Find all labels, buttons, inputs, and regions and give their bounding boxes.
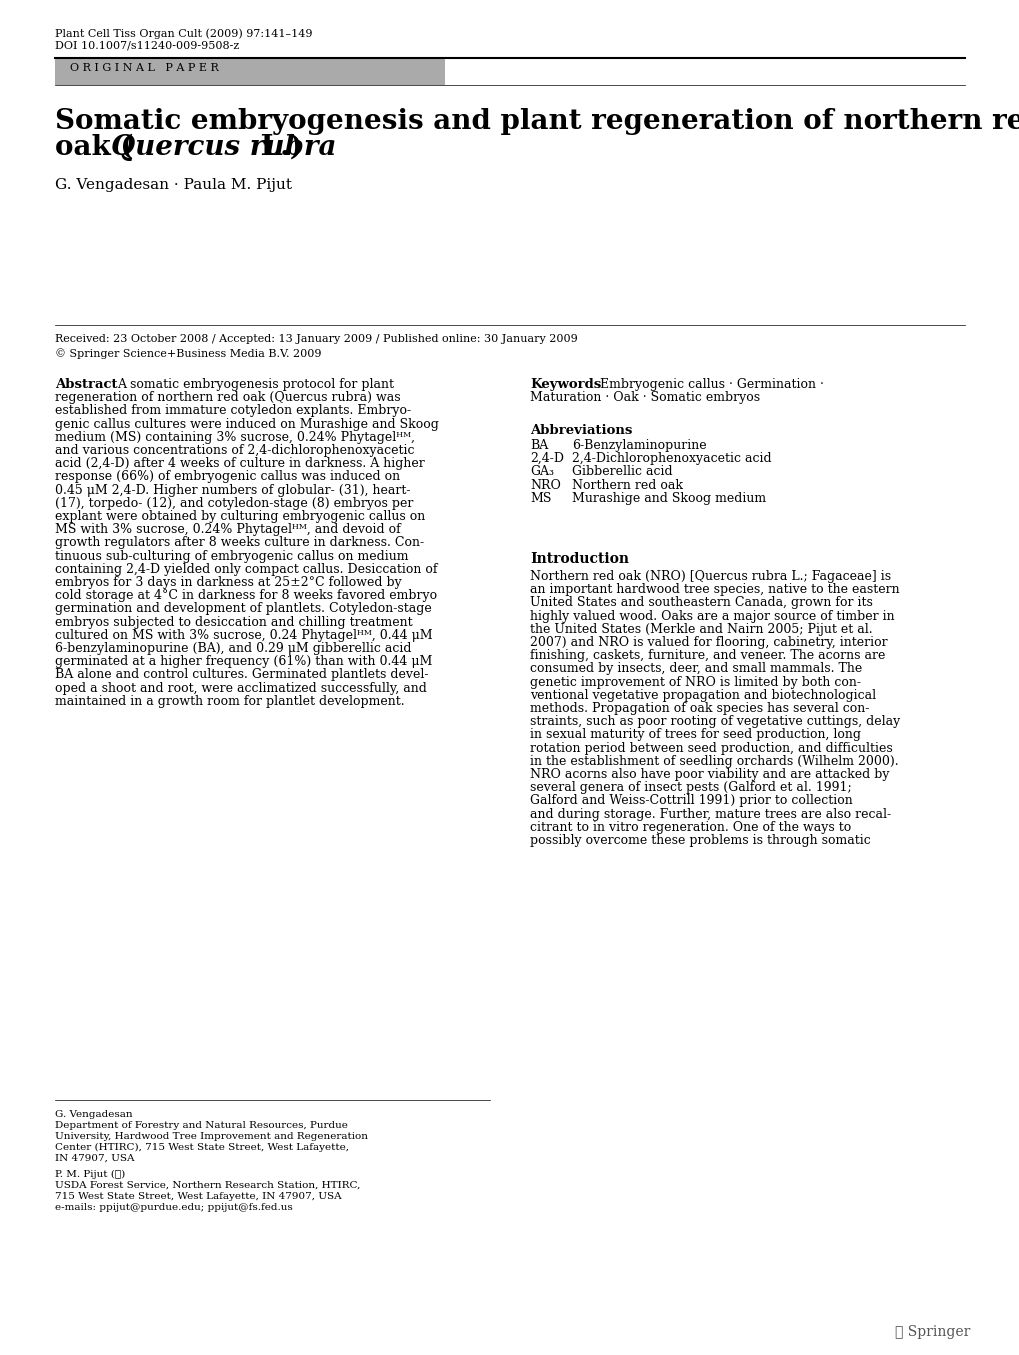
Text: embryos for 3 days in darkness at 25±2°C followed by: embryos for 3 days in darkness at 25±2°C… [55,576,401,589]
Text: cold storage at 4°C in darkness for 8 weeks favored embryo: cold storage at 4°C in darkness for 8 we… [55,589,437,602]
Text: Received: 23 October 2008 / Accepted: 13 January 2009 / Published online: 30 Jan: Received: 23 October 2008 / Accepted: 13… [55,333,577,344]
Text: Gibberellic acid: Gibberellic acid [572,465,672,478]
Text: P. M. Pijut (✉): P. M. Pijut (✉) [55,1169,125,1179]
Text: in the establishment of seedling orchards (Wilhelm 2000).: in the establishment of seedling orchard… [530,755,898,768]
Text: oped a shoot and root, were acclimatized successfully, and: oped a shoot and root, were acclimatized… [55,682,427,695]
Text: oak (: oak ( [55,134,133,161]
Text: 0.45 μM 2,4-D. Higher numbers of globular- (31), heart-: 0.45 μM 2,4-D. Higher numbers of globula… [55,484,410,496]
Text: acid (2,4-D) after 4 weeks of culture in darkness. A higher: acid (2,4-D) after 4 weeks of culture in… [55,457,424,470]
Text: 715 West State Street, West Lafayette, IN 47907, USA: 715 West State Street, West Lafayette, I… [55,1192,341,1201]
Text: 6-benzylaminopurine (BA), and 0.29 μM gibberellic acid: 6-benzylaminopurine (BA), and 0.29 μM gi… [55,642,411,654]
Text: 2,4-D: 2,4-D [530,453,564,465]
Text: MS with 3% sucrose, 0.24% Phytagelᴴᴹ, and devoid of: MS with 3% sucrose, 0.24% Phytagelᴴᴹ, an… [55,523,400,537]
Text: (17), torpedo- (12), and cotyledon-stage (8) embryos per: (17), torpedo- (12), and cotyledon-stage… [55,497,413,509]
Text: and during storage. Further, mature trees are also recal-: and during storage. Further, mature tree… [530,808,891,821]
Text: regeneration of northern red oak (Quercus rubra) was: regeneration of northern red oak (Quercu… [55,392,400,404]
Text: A somatic embryogenesis protocol for plant: A somatic embryogenesis protocol for pla… [117,378,393,392]
Text: 6-Benzylaminopurine: 6-Benzylaminopurine [572,439,706,453]
Text: response (66%) of embryogenic callus was induced on: response (66%) of embryogenic callus was… [55,470,399,484]
Text: IN 47907, USA: IN 47907, USA [55,1154,135,1163]
Text: growth regulators after 8 weeks culture in darkness. Con-: growth regulators after 8 weeks culture … [55,537,424,549]
Text: © Springer Science+Business Media B.V. 2009: © Springer Science+Business Media B.V. 2… [55,348,321,359]
Text: methods. Propagation of oak species has several con-: methods. Propagation of oak species has … [530,702,868,715]
Text: genic callus cultures were induced on Murashige and Skoog: genic callus cultures were induced on Mu… [55,417,438,431]
Text: 2007) and NRO is valued for flooring, cabinetry, interior: 2007) and NRO is valued for flooring, ca… [530,635,887,649]
Text: rotation period between seed production, and difficulties: rotation period between seed production,… [530,741,892,755]
Text: Northern red oak: Northern red oak [572,478,683,492]
Text: Murashige and Skoog medium: Murashige and Skoog medium [572,492,765,505]
Text: DOI 10.1007/s11240-009-9508-z: DOI 10.1007/s11240-009-9508-z [55,41,239,51]
Text: containing 2,4-D yielded only compact callus. Desiccation of: containing 2,4-D yielded only compact ca… [55,562,437,576]
Text: consumed by insects, deer, and small mammals. The: consumed by insects, deer, and small mam… [530,663,861,675]
Text: Abbreviations: Abbreviations [530,424,632,438]
Text: germination and development of plantlets. Cotyledon-stage: germination and development of plantlets… [55,603,431,615]
Text: medium (MS) containing 3% sucrose, 0.24% Phytagelᴴᴹ,: medium (MS) containing 3% sucrose, 0.24%… [55,431,415,444]
Text: Abstract: Abstract [55,378,117,392]
Text: germinated at a higher frequency (61%) than with 0.44 μM: germinated at a higher frequency (61%) t… [55,656,432,668]
Text: an important hardwood tree species, native to the eastern: an important hardwood tree species, nati… [530,583,899,596]
Text: Galford and Weiss-Cottrill 1991) prior to collection: Galford and Weiss-Cottrill 1991) prior t… [530,794,852,808]
Text: cultured on MS with 3% sucrose, 0.24 Phytagelᴴᴹ, 0.44 μM: cultured on MS with 3% sucrose, 0.24 Phy… [55,629,432,642]
Text: maintained in a growth room for plantlet development.: maintained in a growth room for plantlet… [55,695,405,707]
Text: embryos subjected to desiccation and chilling treatment: embryos subjected to desiccation and chi… [55,615,413,629]
Text: ℓ Springer: ℓ Springer [894,1325,969,1339]
Text: Quercus rubra: Quercus rubra [111,134,336,161]
Text: Northern red oak (NRO) [Quercus rubra L.; Fagaceae] is: Northern red oak (NRO) [Quercus rubra L.… [530,570,891,583]
Text: genetic improvement of NRO is limited by both con-: genetic improvement of NRO is limited by… [530,676,860,688]
Text: G. Vengadesan: G. Vengadesan [55,1110,132,1119]
Text: in sexual maturity of trees for seed production, long: in sexual maturity of trees for seed pro… [530,729,860,741]
Text: Keywords: Keywords [530,378,600,392]
Text: O R I G I N A L   P A P E R: O R I G I N A L P A P E R [70,62,218,73]
Text: USDA Forest Service, Northern Research Station, HTIRC,: USDA Forest Service, Northern Research S… [55,1182,360,1190]
Text: explant were obtained by culturing embryogenic callus on: explant were obtained by culturing embry… [55,509,425,523]
FancyBboxPatch shape [55,58,444,85]
Text: Introduction: Introduction [530,551,629,566]
Text: possibly overcome these problems is through somatic: possibly overcome these problems is thro… [530,833,870,847]
Text: University, Hardwood Tree Improvement and Regeneration: University, Hardwood Tree Improvement an… [55,1131,368,1141]
Text: e-mails: ppijut@purdue.edu; ppijut@fs.fed.us: e-mails: ppijut@purdue.edu; ppijut@fs.fe… [55,1203,292,1211]
Text: BA alone and control cultures. Germinated plantlets devel-: BA alone and control cultures. Germinate… [55,668,428,682]
Text: the United States (Merkle and Nairn 2005; Pijut et al.: the United States (Merkle and Nairn 2005… [530,623,872,635]
Text: United States and southeastern Canada, grown for its: United States and southeastern Canada, g… [530,596,872,610]
Text: L.): L.) [251,134,303,161]
Text: Somatic embryogenesis and plant regeneration of northern red: Somatic embryogenesis and plant regenera… [55,108,1019,136]
Text: highly valued wood. Oaks are a major source of timber in: highly valued wood. Oaks are a major sou… [530,610,894,622]
Text: Department of Forestry and Natural Resources, Purdue: Department of Forestry and Natural Resou… [55,1121,347,1130]
Text: finishing, caskets, furniture, and veneer. The acorns are: finishing, caskets, furniture, and venee… [530,649,884,663]
Text: straints, such as poor rooting of vegetative cuttings, delay: straints, such as poor rooting of vegeta… [530,715,900,728]
Text: and various concentrations of 2,4-dichlorophenoxyacetic: and various concentrations of 2,4-dichlo… [55,444,414,457]
Text: G. Vengadesan · Paula M. Pijut: G. Vengadesan · Paula M. Pijut [55,178,291,192]
Text: Embryogenic callus · Germination ·: Embryogenic callus · Germination · [599,378,823,392]
Text: several genera of insect pests (Galford et al. 1991;: several genera of insect pests (Galford … [530,782,851,794]
Text: tinuous sub-culturing of embryogenic callus on medium: tinuous sub-culturing of embryogenic cal… [55,550,408,562]
Text: NRO acorns also have poor viability and are attacked by: NRO acorns also have poor viability and … [530,768,889,780]
Text: Maturation · Oak · Somatic embryos: Maturation · Oak · Somatic embryos [530,392,759,404]
Text: Plant Cell Tiss Organ Cult (2009) 97:141–149: Plant Cell Tiss Organ Cult (2009) 97:141… [55,28,312,38]
Text: MS: MS [530,492,551,505]
Text: citrant to in vitro regeneration. One of the ways to: citrant to in vitro regeneration. One of… [530,821,851,833]
Text: established from immature cotyledon explants. Embryo-: established from immature cotyledon expl… [55,404,411,417]
Text: 2,4-Dichlorophenoxyacetic acid: 2,4-Dichlorophenoxyacetic acid [572,453,770,465]
Text: Center (HTIRC), 715 West State Street, West Lafayette,: Center (HTIRC), 715 West State Street, W… [55,1144,348,1152]
Text: ventional vegetative propagation and biotechnological: ventional vegetative propagation and bio… [530,688,875,702]
Text: BA: BA [530,439,548,453]
Text: GA₃: GA₃ [530,465,553,478]
Text: NRO: NRO [530,478,560,492]
